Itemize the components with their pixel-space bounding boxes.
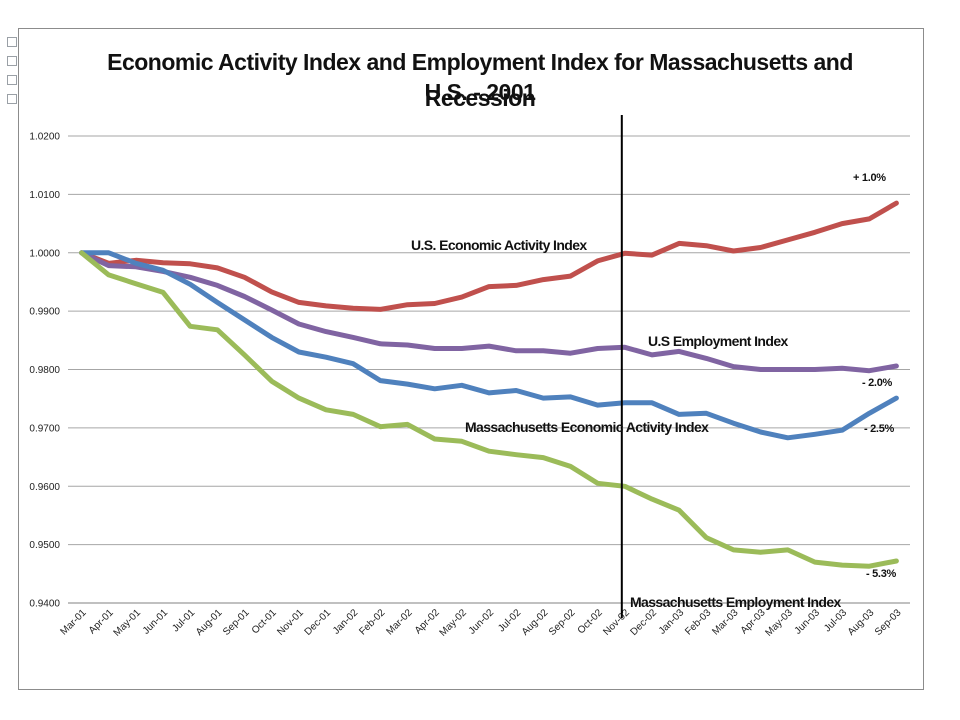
x-tick-label: Nov-02 (601, 607, 632, 638)
massachusetts-economic-activity-label: Massachusetts Economic Activity Index (465, 419, 709, 435)
y-tick-label: 1.0200 (29, 132, 60, 143)
x-tick-label: Jan-03 (657, 607, 687, 637)
x-tick-label: Sep-02 (547, 607, 578, 638)
y-tick-label: 0.9900 (29, 307, 60, 318)
x-tick-label: Dec-01 (303, 607, 334, 638)
bullet-square-icon (7, 94, 17, 104)
x-tick-label: Jan-02 (331, 607, 361, 637)
x-tick-label: Sep-01 (221, 607, 252, 638)
x-tick-label: Oct-02 (576, 607, 605, 636)
gridlines (68, 135, 910, 604)
y-tick-label: 0.9500 (29, 540, 60, 551)
series-lines (79, 200, 899, 569)
x-tick-label: May-03 (764, 607, 796, 639)
chart-frame (18, 28, 924, 690)
x-tick-label: Jun-03 (793, 607, 823, 637)
series-line-massachusetts-employment-index (79, 250, 899, 569)
chart-title-line-1: Economic Activity Index and Employment I… (107, 49, 853, 105)
bullet-square-icon (7, 37, 17, 47)
y-tick-label: 0.9800 (29, 365, 60, 376)
us-employment-change: - 2.0% (862, 377, 893, 389)
us-economic-activity-change: + 1.0% (853, 172, 886, 184)
y-tick-label: 1.0100 (29, 190, 60, 201)
massachusetts-employment-change: - 5.3% (866, 568, 897, 580)
x-tick-label: Jun-01 (141, 607, 171, 637)
x-tick-label: Nov-01 (275, 607, 306, 638)
massachusetts-employment-label: Massachusetts Employment Index (630, 594, 842, 610)
x-tick-label: Feb-02 (357, 607, 387, 637)
x-tick-label: Sep-03 (873, 607, 904, 638)
series-line-u-s-employment-index (79, 250, 899, 374)
x-tick-label: Feb-03 (683, 607, 713, 637)
x-tick-label: Mar-01 (59, 607, 89, 637)
us-economic-activity-label: U.S. Economic Activity Index (411, 237, 587, 253)
x-tick-label: Aug-02 (520, 607, 551, 638)
massachusetts-economic-activity-change: - 2.5% (864, 423, 895, 435)
x-tick-label: Dec-02 (629, 607, 660, 638)
x-tick-label: Mar-03 (710, 607, 740, 637)
y-axis-tick-labels: 0.9400 0.9500 0.9600 0.9700 0.9800 0.9900 1.00… (29, 132, 60, 610)
x-tick-label: Jun-02 (467, 607, 497, 637)
x-tick-label: May-01 (112, 607, 144, 639)
x-tick-label: Mar-02 (384, 607, 414, 637)
y-tick-label: 0.9700 (29, 423, 60, 434)
y-tick-label: 0.9600 (29, 482, 60, 493)
series-line-u-s-economic-activity-index (79, 200, 899, 312)
x-tick-label: Aug-01 (194, 607, 225, 638)
y-tick-label: 0.9400 (29, 599, 60, 610)
chart-title-line-2: Recession (424, 85, 536, 111)
bullet-square-icon (7, 56, 17, 66)
us-employment-label: U.S Employment Index (648, 333, 789, 349)
series-line-massachusetts-economic-activity-index (79, 250, 899, 441)
x-tick-label: May-02 (438, 607, 470, 639)
y-tick-label: 1.0000 (29, 248, 60, 259)
bullet-square-icon (7, 75, 17, 85)
x-tick-label: Oct-01 (250, 607, 279, 636)
x-tick-label: Aug-03 (846, 607, 877, 638)
